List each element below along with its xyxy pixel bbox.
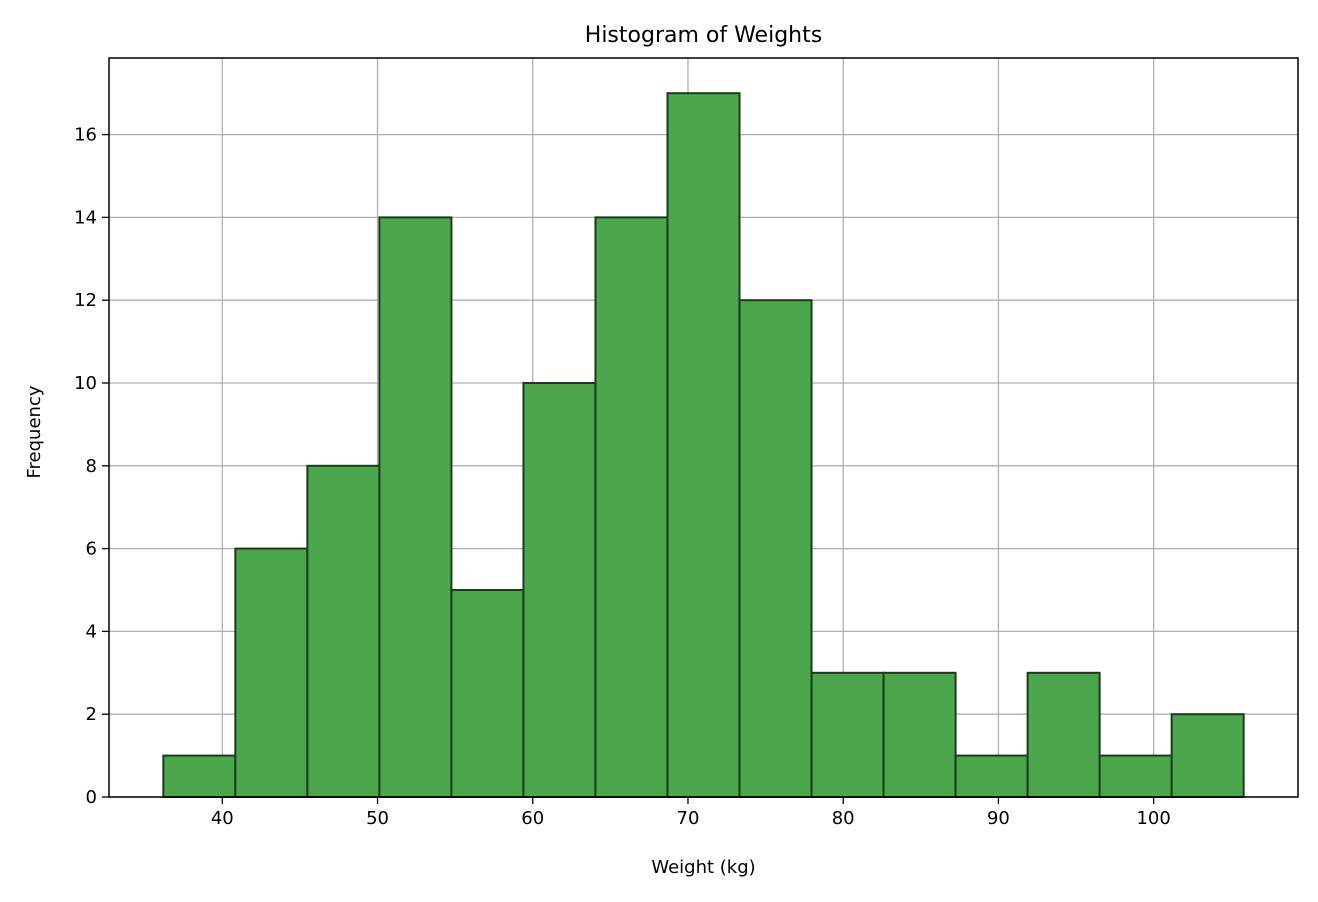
histogram-bar: [522, 381, 597, 798]
histogram-bar: [954, 754, 1029, 798]
histogram-bar: [594, 216, 669, 798]
x-tick-label: 40: [211, 808, 234, 829]
histogram-bar: [666, 92, 741, 798]
y-tick-label: 12: [74, 290, 97, 311]
histogram-bar: [1098, 754, 1173, 798]
y-tick-label: 14: [74, 207, 97, 228]
histogram-bar: [234, 547, 309, 798]
histogram-bar: [738, 299, 813, 798]
x-tick-label: 70: [677, 808, 700, 829]
x-tick-label: 60: [521, 808, 544, 829]
y-tick-label: 2: [86, 704, 97, 725]
histogram-bar: [1170, 713, 1245, 798]
y-tick-label: 10: [74, 373, 97, 394]
histogram-bar: [378, 216, 453, 798]
y-tick-label: 6: [86, 539, 97, 560]
histogram-bar: [882, 671, 957, 799]
y-axis-label: Frequency: [24, 385, 45, 478]
y-tick-label: 4: [86, 621, 97, 642]
y-tick-label: 0: [86, 787, 97, 808]
x-axis-ticks: 40 50 60 70 80 90 100: [211, 797, 1171, 829]
x-tick-label: 80: [832, 808, 855, 829]
histogram-bar: [162, 754, 237, 798]
x-axis-label: Weight (kg): [651, 857, 755, 878]
histogram-bar: [1026, 671, 1101, 799]
x-tick-label: 100: [1136, 808, 1170, 829]
chart-title: Histogram of Weights: [585, 23, 822, 48]
histogram-bar: [810, 671, 885, 799]
y-tick-label: 16: [74, 125, 97, 146]
histogram-bar: [306, 464, 381, 798]
x-tick-label: 50: [366, 808, 389, 829]
x-tick-label: 90: [987, 808, 1010, 829]
plot-frame: [108, 57, 1299, 798]
histogram-bars: [162, 92, 1245, 799]
y-axis-ticks: 0 2 4 6 8 10 12 14 16: [74, 125, 109, 808]
y-tick-label: 8: [86, 456, 97, 477]
histogram-bar: [450, 588, 525, 798]
